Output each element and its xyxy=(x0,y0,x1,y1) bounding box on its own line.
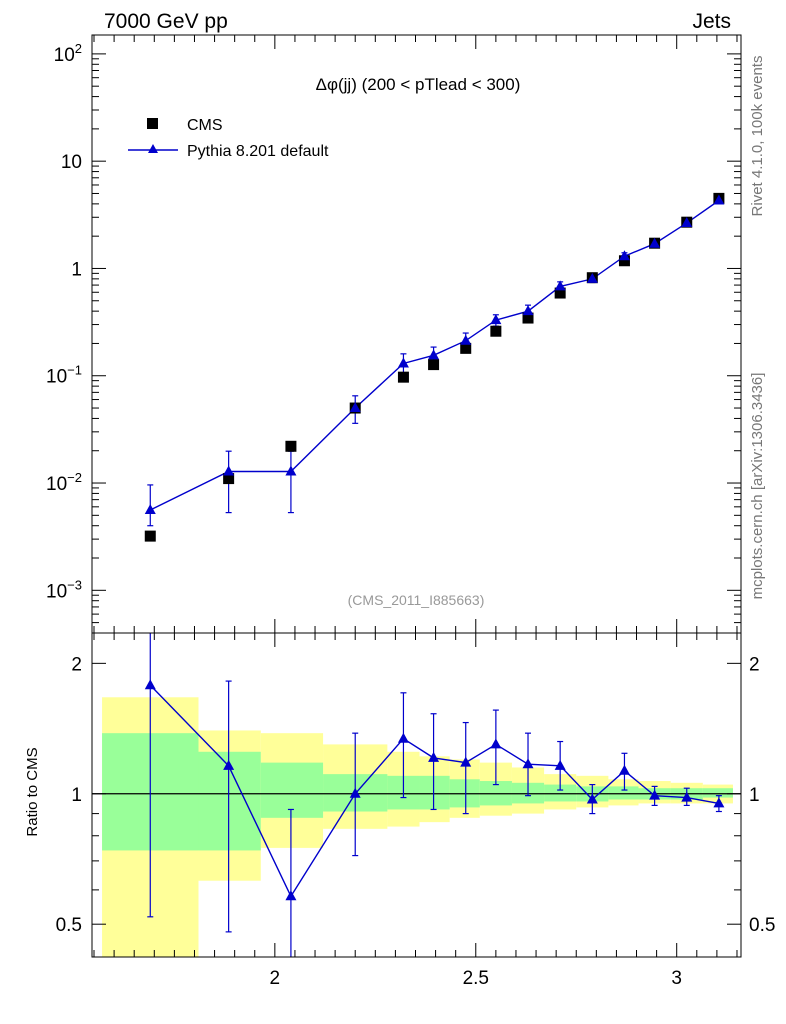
ratio-mc-point xyxy=(586,793,598,804)
mc-point xyxy=(681,217,693,228)
ratio-mc-point xyxy=(490,738,502,749)
ratio-mc-point xyxy=(618,764,630,775)
ratio-mc-point xyxy=(397,732,409,743)
y-tick-label: 1 xyxy=(71,259,82,280)
main-panel: 10−3 10−2 10−1 1 10 102 xyxy=(46,34,742,634)
legend-pythia-marker xyxy=(148,144,158,153)
cms-point xyxy=(618,255,630,267)
ratio-band-inner xyxy=(702,788,733,798)
ratio-frame xyxy=(91,632,742,958)
cms-point xyxy=(490,325,502,337)
cms-point xyxy=(522,312,534,324)
watermark-label: (CMS_2011_I885663) xyxy=(348,592,485,608)
cms-point xyxy=(223,473,235,485)
ratio-mc-point xyxy=(428,751,440,762)
ratio-ylabel: Ratio to CMS xyxy=(24,747,41,836)
plot-title: Δφ(jj) (200 < pTlead < 300) xyxy=(316,75,521,94)
cms-point xyxy=(460,342,472,354)
cms-point xyxy=(144,530,156,542)
cms-point xyxy=(554,287,566,299)
mc-point xyxy=(522,305,534,316)
ratio-mc-point xyxy=(554,759,566,770)
ratio-mc-point xyxy=(460,756,472,767)
ratio-band-inner xyxy=(544,784,577,802)
ratio-mc-point xyxy=(223,759,235,770)
mc-point xyxy=(223,465,235,476)
ratio-x-tick-label: 2 xyxy=(270,968,281,989)
mc-point xyxy=(285,465,297,476)
mc-point xyxy=(649,237,661,248)
ratio-mc-point xyxy=(144,679,156,690)
mc-point xyxy=(713,194,725,205)
mc-point xyxy=(428,349,440,360)
ratio-band-inner xyxy=(608,786,639,800)
ratio-y-tick-label-right: 0.5 xyxy=(749,915,775,936)
ratio-mc-point xyxy=(349,787,361,798)
ratio-y-tick-label: 2 xyxy=(71,654,82,675)
ratio-x-tick-label: 2.5 xyxy=(463,968,489,989)
ratio-mc-point xyxy=(649,789,661,800)
mc-point xyxy=(618,250,630,261)
ratio-mc-point xyxy=(285,890,297,901)
ratio-mc-point xyxy=(713,797,725,808)
side-label-rivet: Rivet 4.1.0, 100k events xyxy=(749,56,766,217)
mc-point xyxy=(490,314,502,325)
mc-point xyxy=(554,280,566,291)
ratio-mc-point xyxy=(522,758,534,769)
ratio-panel: 0.5 0.5 1 1 2 2 2 2.5 3 xyxy=(56,632,775,989)
y-tick-label: 102 xyxy=(54,41,82,66)
mc-point xyxy=(460,334,472,345)
header-left-label: 7000 GeV pp xyxy=(104,10,228,33)
legend-pythia-label: Pythia 8.201 default xyxy=(187,143,329,160)
y-tick-label: 10−3 xyxy=(46,577,82,602)
y-tick-label: 10−1 xyxy=(46,363,82,388)
mc-point xyxy=(397,357,409,368)
side-label-mcplots: mcplots.cern.ch [arXiv:1306.3436] xyxy=(749,373,766,600)
mc-point xyxy=(349,402,361,413)
ratio-band-inner xyxy=(260,762,324,818)
header-right-label: Jets xyxy=(692,10,731,33)
ratio-y-tick-label: 0.5 xyxy=(56,915,82,936)
ratio-mc-point xyxy=(681,791,693,802)
legend-cms-marker xyxy=(147,118,158,129)
ratio-y-tick-label-right: 2 xyxy=(749,654,760,675)
cms-point xyxy=(397,371,409,383)
ratio-x-tick-label: 3 xyxy=(671,968,682,989)
y-tick-label: 10 xyxy=(61,152,82,173)
ratio-y-tick-label-right: 1 xyxy=(749,785,760,806)
ratio-band-inner xyxy=(419,775,450,810)
ratio-y-tick-label: 1 xyxy=(71,785,82,806)
y-tick-label: 10−2 xyxy=(46,470,82,495)
legend-cms-label: CMS xyxy=(187,117,223,134)
cms-point xyxy=(428,359,440,371)
mc-point xyxy=(144,504,156,515)
cms-point xyxy=(285,440,297,452)
mc-point xyxy=(586,272,598,283)
legend: CMS Pythia 8.201 default xyxy=(128,117,329,160)
